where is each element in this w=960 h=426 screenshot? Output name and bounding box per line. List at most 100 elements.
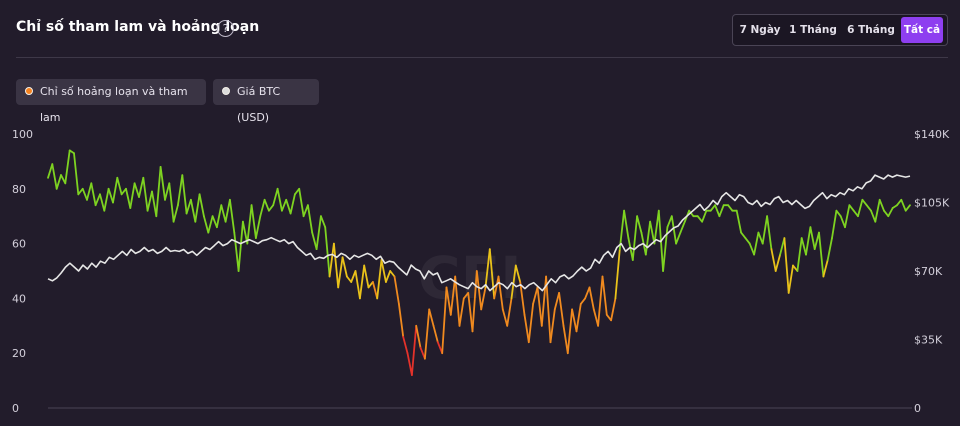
fear-greed-line-segment [247,205,251,243]
fear-greed-line-segment [234,233,238,271]
fear-greed-line-segment [529,304,533,342]
fear-greed-line-segment [347,277,351,283]
fear-greed-line-segment [126,189,130,208]
fear-greed-line-segment [152,192,156,217]
fear-greed-line-segment [399,304,403,337]
fear-greed-line-segment [317,216,321,249]
fear-greed-line-segment [836,211,840,217]
fear-greed-line-segment [57,175,61,189]
fear-greed-line-segment [178,175,182,205]
fear-greed-line-segment [308,205,312,232]
fear-greed-line-segment [334,244,338,288]
fear-greed-line-segment [880,200,884,211]
fear-greed-line-segment [750,244,754,255]
fear-greed-line-segment [356,271,360,298]
fear-greed-line-segment [338,257,342,287]
fear-greed-line-segment [871,211,875,222]
fear-greed-line-segment [321,216,325,227]
fear-greed-line-segment [745,238,749,244]
fear-greed-line-segment [269,205,273,211]
fear-greed-line-segment [568,309,572,353]
fear-greed-line-segment [434,326,438,342]
fear-greed-line-segment [252,205,256,238]
fear-greed-line-segment [416,326,420,348]
fear-greed-line-segment [624,211,628,238]
fear-greed-line-segment [208,216,212,232]
fear-greed-line-segment [425,309,429,358]
left-axis-tick-label: 100 [12,128,33,141]
fear-greed-line-segment [312,233,316,250]
fear-greed-line-segment [282,200,286,211]
fear-greed-line-segment [135,183,139,197]
fear-greed-line-segment [217,205,221,227]
fear-greed-line-segment [226,200,230,222]
fear-greed-line-segment [823,260,827,277]
fear-greed-line-segment [698,216,702,222]
fear-greed-line-segment [130,183,134,208]
right-axis-tick-label: $35K [914,334,943,347]
fear-greed-line-segment [650,222,654,244]
fear-greed-line-segment [408,353,412,375]
fear-greed-line-segment [564,326,568,353]
left-axis-tick-label: 40 [12,292,26,305]
fear-greed-line-segment [810,227,814,249]
fear-greed-line-segment [875,200,879,222]
fear-greed-line-segment [538,287,542,325]
fear-greed-line-segment [291,194,295,213]
fear-greed-line-segment [715,205,719,216]
fear-greed-line-segment [542,277,546,326]
fear-greed-line-segment [806,227,810,254]
fear-greed-line-segment [832,211,836,238]
fear-greed-line-segment [165,183,169,200]
fear-greed-line-segment [395,277,399,304]
fear-greed-line-segment [52,164,56,189]
fear-greed-line-segment [143,178,147,211]
right-axis-tick-label: 0 [914,402,921,415]
fear-greed-line-segment [96,194,100,205]
fear-greed-line-segment [598,277,602,326]
right-axis-tick-label: $140K [914,128,950,141]
fear-greed-line-segment [195,194,199,221]
fear-greed-line-segment [161,167,165,200]
fear-greed-line-segment [711,205,715,211]
fear-greed-line-segment [109,189,113,203]
fear-greed-line-segment [637,216,641,232]
fear-greed-line-segment [897,200,901,205]
fear-greed-line-segment [884,211,888,217]
fear-greed-line-segment [546,277,550,343]
fear-greed-line-segment [364,266,368,288]
fear-greed-line-segment [169,183,173,221]
fear-greed-line-segment [299,189,303,216]
fear-greed-line-segment [858,200,862,216]
fear-greed-line-segment [191,200,195,222]
fear-greed-line-segment [343,257,347,276]
fear-greed-line-segment [273,189,277,205]
fear-greed-line-segment [867,205,871,211]
fear-greed-line-segment [325,227,329,276]
fear-greed-line-segment [148,192,152,211]
fear-greed-line-segment [615,249,619,298]
fear-greed-line-segment [182,175,186,213]
fear-greed-line-segment [585,287,589,298]
fear-greed-line-segment [256,216,260,238]
fear-greed-line-segment [581,298,585,304]
fear-greed-line-segment [377,260,381,298]
fear-greed-line-segment [65,150,69,183]
fear-greed-line-segment [278,189,282,211]
fear-greed-line-segment [100,194,104,210]
fear-greed-line-segment [633,216,637,260]
fear-greed-line-segment [139,178,143,197]
fear-greed-line-segment [360,266,364,299]
fear-greed-line-segment [802,238,806,255]
fear-greed-line-segment [204,216,208,232]
fear-greed-line-segment [611,298,615,320]
fear-greed-line-segment [741,233,745,239]
fear-greed-line-segment [702,211,706,222]
fear-greed-line-segment [901,200,905,211]
fear-greed-line-segment [888,208,892,216]
fear-greed-line-segment [74,153,78,194]
fear-greed-line-segment [200,194,204,216]
fear-greed-line-segment [156,167,160,216]
fear-greed-line-segment [87,183,91,200]
fear-greed-line-segment [78,189,82,195]
